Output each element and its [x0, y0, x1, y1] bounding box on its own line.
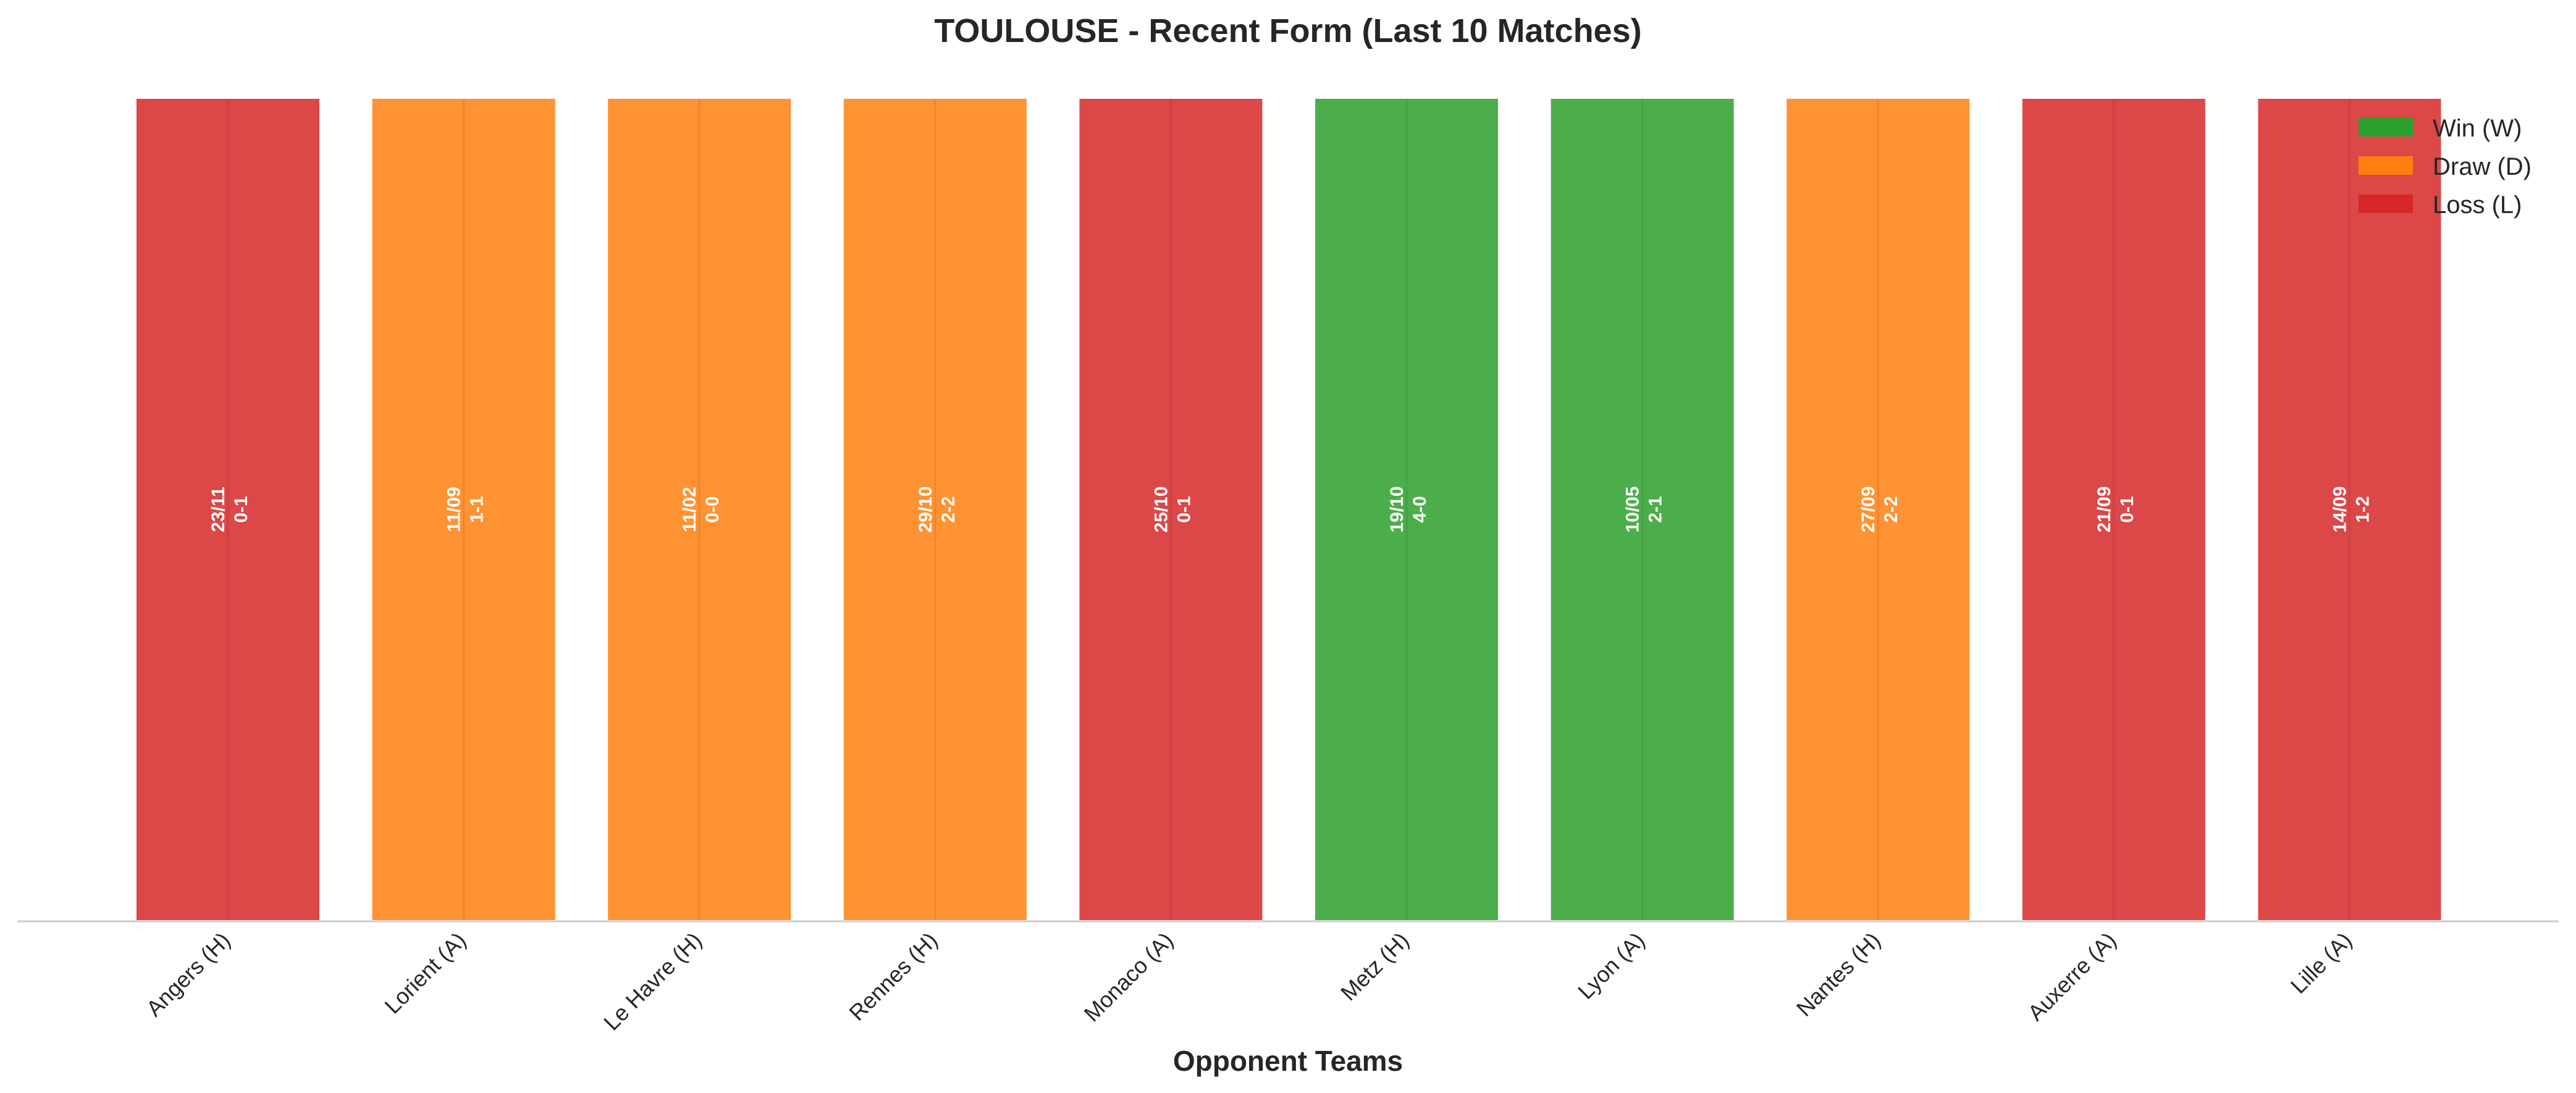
bar-1: [134, 96, 322, 923]
match-score: 0-1: [2117, 496, 2137, 522]
bar-6: [1313, 96, 1501, 923]
match-date: 19/10: [1387, 486, 1407, 532]
match-score: 2-1: [1646, 496, 1666, 522]
match-date: 25/10: [1151, 486, 1171, 532]
bar-10: [2255, 96, 2444, 923]
bar-label: 11/09 1-1: [444, 487, 487, 532]
match-score: 0-1: [1174, 496, 1194, 522]
match-date: 10/05: [1623, 486, 1643, 532]
x-tick-label: Metz (H): [1336, 928, 1414, 1006]
bar-label: 10/05 2-1: [1623, 486, 1666, 532]
bar-label: 29/10 2-2: [915, 486, 959, 532]
x-tick-label: Lorient (A): [379, 928, 471, 1019]
bar-label: 25/10 0-1: [1151, 486, 1194, 532]
chart-title: TOULOUSE - Recent Form (Last 10 Matches): [934, 12, 1641, 49]
x-tick-label: Lille (A): [2286, 928, 2357, 999]
x-tick-label: Angers (H): [141, 928, 235, 1021]
match-date: 29/10: [915, 486, 936, 532]
x-tick-label: Le Havre (H): [599, 928, 707, 1036]
match-score: 2-2: [938, 496, 959, 522]
legend-label-L: Loss (L): [2433, 191, 2522, 219]
x-axis-label: Opponent Teams: [1173, 1045, 1403, 1077]
match-date: 14/09: [2330, 486, 2350, 532]
match-score: 1-2: [2352, 496, 2373, 522]
x-tick-label: Rennes (H): [844, 928, 942, 1026]
match-date: 27/09: [1858, 486, 1879, 532]
legend: Win (W) Draw (D) Loss (L): [2359, 115, 2532, 219]
legend-swatch-W: [2359, 118, 2413, 136]
bar-label: 21/09 0-1: [2094, 486, 2137, 532]
bar-7: [1548, 96, 1736, 923]
match-score: 0-1: [231, 496, 251, 522]
x-tick-label: Auxerre (A): [2022, 928, 2121, 1026]
match-score: 4-0: [1410, 496, 1430, 522]
legend-swatch-D: [2359, 156, 2413, 175]
legend-label-W: Win (W): [2433, 115, 2522, 142]
bar-2: [369, 96, 558, 923]
bar-5: [1077, 96, 1265, 923]
bar-label: 14/09 1-2: [2330, 486, 2373, 532]
bar-3: [605, 96, 794, 923]
match-score: 1-1: [467, 496, 487, 522]
x-tick-label: Nantes (H): [1791, 928, 1885, 1021]
x-tick-labels: Angers (H) Lorient (A) Le Havre (H) Rennes …: [141, 928, 2357, 1036]
x-tick-label: Lyon (A): [1573, 928, 1649, 1004]
legend-swatch-L: [2359, 195, 2413, 213]
bar-label: 27/09 2-2: [1858, 486, 1901, 532]
legend-label-D: Draw (D): [2433, 153, 2532, 180]
match-date: 23/11: [208, 487, 229, 532]
bar-label: 11/02 0-0: [680, 487, 723, 532]
match-date: 11/02: [680, 487, 700, 532]
x-tick-label: Monaco (A): [1079, 928, 1178, 1027]
bar-label: 23/11 0-1: [208, 487, 251, 532]
match-score: 2-2: [1881, 496, 1901, 522]
match-date: 21/09: [2094, 486, 2115, 532]
match-date: 11/09: [444, 487, 465, 532]
match-score: 0-0: [702, 496, 723, 522]
bars-group: 23/11 0-1 11/09 1-1 11/02 0-0 29/10 2-2 25/10 0-1…: [134, 96, 2444, 923]
bar-label: 19/10 4-0: [1387, 486, 1430, 532]
bar-4: [841, 96, 1029, 923]
